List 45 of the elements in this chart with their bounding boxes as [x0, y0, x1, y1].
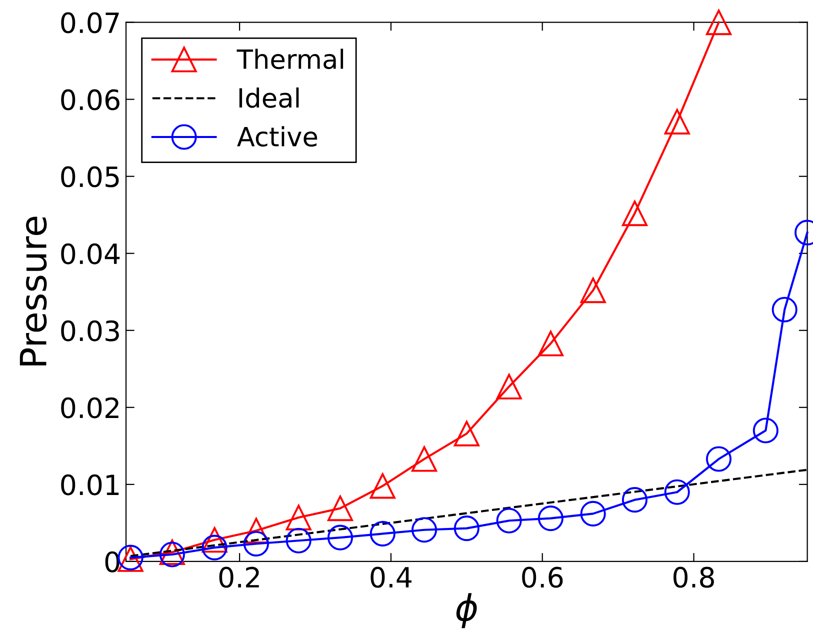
y-tick-label: 0.02	[61, 397, 118, 418]
y-tick-label: 0	[105, 551, 120, 572]
x-tick-label: 0.8	[674, 566, 714, 588]
point	[370, 473, 396, 499]
point	[580, 500, 606, 526]
point	[243, 518, 269, 544]
point	[496, 508, 522, 534]
y-tick-label: 0.03	[61, 320, 119, 342]
point	[706, 446, 732, 472]
point	[327, 524, 354, 550]
point	[286, 504, 312, 530]
point	[622, 200, 648, 226]
point	[538, 330, 564, 356]
x-tick-label: 0.4	[370, 566, 412, 588]
point	[706, 10, 732, 36]
legend-label: Active	[237, 126, 318, 147]
point	[454, 420, 480, 446]
point	[411, 517, 438, 543]
legend-label: Ideal	[239, 87, 299, 108]
y-axis-title: Pressure	[20, 216, 47, 366]
point	[496, 374, 522, 400]
point	[580, 278, 606, 304]
point	[622, 487, 648, 513]
point	[454, 516, 480, 542]
y-tick-label: 0.01	[61, 474, 119, 496]
point	[538, 506, 564, 532]
y-tick-label: 0.06	[61, 89, 120, 110]
point	[664, 479, 690, 505]
point	[411, 446, 438, 472]
y-tick-label: 0.07	[61, 12, 119, 34]
legend-label: Thermal	[236, 48, 344, 70]
point	[202, 527, 228, 553]
point	[243, 530, 269, 557]
point	[370, 520, 396, 546]
x-axis-title: ϕ	[456, 593, 477, 628]
point	[752, 418, 778, 444]
point	[664, 108, 690, 134]
x-tick-label: 0.2	[219, 566, 259, 588]
x-tick-label: 0.6	[522, 566, 563, 588]
point	[202, 534, 228, 560]
y-tick-label: 0.05	[61, 166, 119, 188]
y-tick-label: 0.04	[61, 243, 120, 264]
point	[327, 496, 354, 522]
point	[286, 528, 312, 554]
point	[772, 296, 798, 322]
